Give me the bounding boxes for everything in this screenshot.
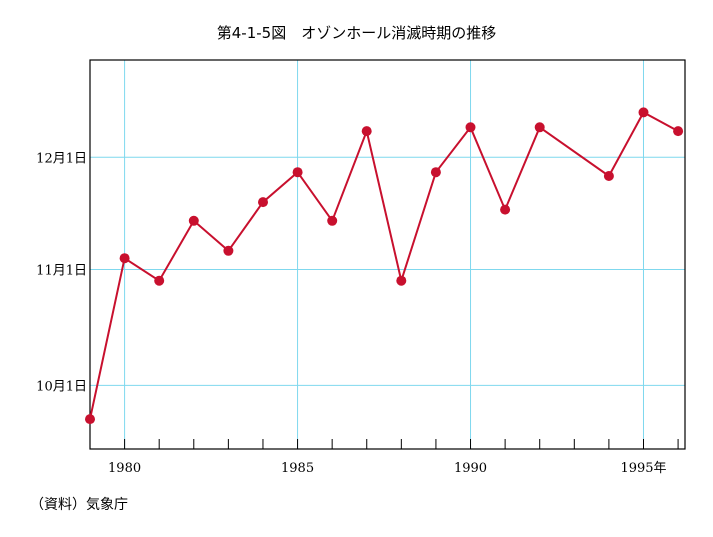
source-note: （資料）気象庁 <box>30 497 128 513</box>
plot-border <box>89 59 686 450</box>
tick-labels: 1980 1985 1990 1995年 10月1日 11月1日 12月1日 <box>36 151 666 476</box>
x-tick-label: 1995年 <box>620 461 666 476</box>
data-point <box>500 204 511 215</box>
y-tick-label: 12月1日 <box>36 151 87 166</box>
data-point <box>430 167 441 178</box>
data-point <box>327 215 338 226</box>
data-point <box>85 414 95 425</box>
series-layer <box>85 107 684 425</box>
y-tick-label: 10月1日 <box>36 379 87 394</box>
data-point <box>223 245 234 256</box>
y-tick-label: 11月1日 <box>36 263 87 278</box>
x-tick-label: 1985 <box>281 461 314 476</box>
data-point <box>465 122 476 133</box>
chart-title: 第4-1-5図 オゾンホール消滅時期の推移 <box>216 24 497 42</box>
data-point <box>603 171 614 181</box>
data-point <box>119 253 130 264</box>
x-minor-ticks <box>89 439 679 449</box>
x-tick-label: 1980 <box>108 461 141 476</box>
data-point <box>534 122 545 133</box>
data-point <box>673 126 684 137</box>
data-point <box>638 107 649 118</box>
data-point <box>188 215 199 226</box>
data-point <box>258 197 268 208</box>
data-point <box>292 167 303 178</box>
data-point <box>154 275 165 286</box>
plot-area <box>90 60 685 449</box>
x-tick-label: 1990 <box>454 461 487 476</box>
data-point <box>396 275 407 286</box>
data-point <box>361 126 372 137</box>
